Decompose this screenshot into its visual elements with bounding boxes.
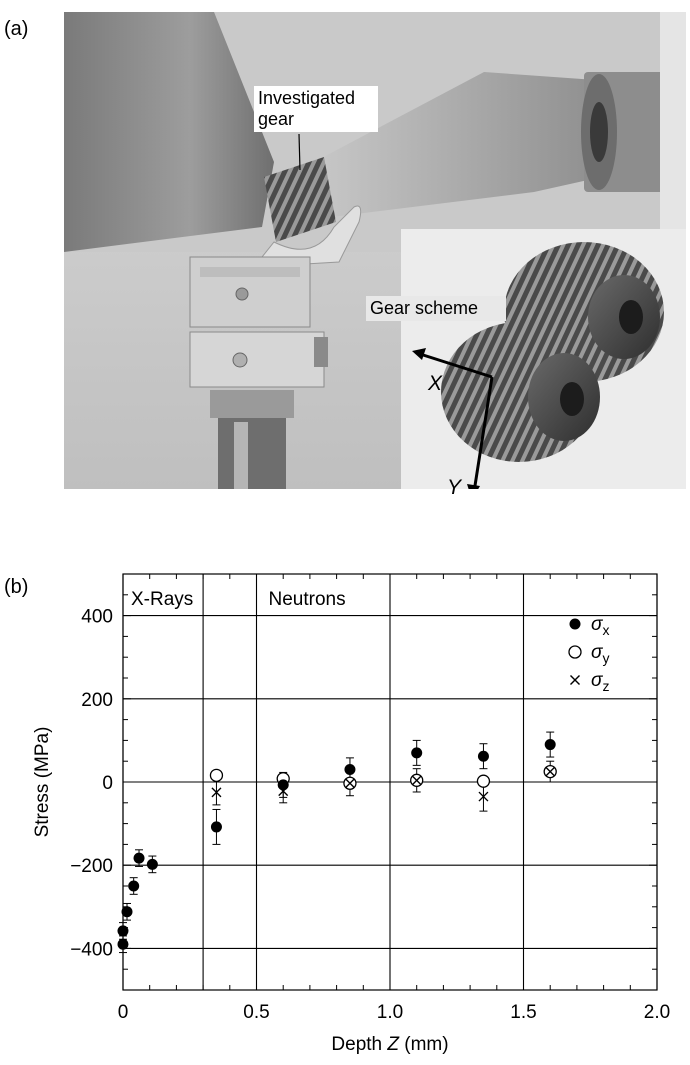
x-axis-title-suffix: (mm) <box>399 1034 449 1055</box>
chart-legend: σx σy σz <box>568 614 609 694</box>
left-collimator <box>64 12 274 252</box>
legend-label-sigma-z: σz <box>591 670 609 694</box>
point-sigma-z <box>344 778 355 789</box>
y-tick-label: 200 <box>81 690 113 711</box>
point-sigma-x <box>544 739 556 751</box>
point-sigma-z <box>411 775 422 786</box>
region-label-neutrons: Neutrons <box>269 589 346 610</box>
y-tick-label: −200 <box>70 856 113 877</box>
point-sigma-x <box>344 764 356 776</box>
legend-subscript: y <box>602 650 609 666</box>
x-tick-label: 2.0 <box>644 1002 670 1023</box>
axis-ticks: 400 200 0 −200 −400 0 0.5 1.0 1.5 2.0 <box>70 573 670 1023</box>
photo-illustration <box>64 12 686 489</box>
point-sigma-z-stroke <box>545 766 556 777</box>
point-sigma-z-stroke <box>478 791 489 802</box>
legend-marker-sigma-z <box>570 675 580 685</box>
y-tick-label: 400 <box>81 607 113 628</box>
legend-subscript: z <box>602 678 609 694</box>
point-sigma-x <box>477 750 489 762</box>
point-sigma-x <box>146 858 158 870</box>
point-sigma-x <box>128 880 140 892</box>
point-sigma-z-stroke <box>211 787 222 798</box>
y-tick-label: 0 <box>102 773 113 794</box>
point-sigma-z <box>211 787 222 798</box>
legend-marker-sigma-y <box>568 645 582 659</box>
region-label-xrays: X-Rays <box>131 589 193 610</box>
y-tick-label: −400 <box>70 939 113 960</box>
investigated-gear-callout: Investigated gear <box>254 86 378 132</box>
data-markers <box>117 731 557 954</box>
gear-scheme-callout: Gear scheme <box>366 296 506 321</box>
legend-subscript: x <box>602 622 609 638</box>
legend-label-sigma-x: σx <box>591 614 609 638</box>
legend-marker-sigma-x <box>569 618 581 630</box>
x-tick-label: 1.5 <box>510 1002 536 1023</box>
point-sigma-x <box>117 925 129 937</box>
point-sigma-x <box>121 906 133 918</box>
grid-lines <box>122 574 658 990</box>
point-sigma-z-stroke <box>344 778 355 789</box>
point-sigma-x <box>210 821 222 833</box>
point-sigma-x <box>133 852 145 864</box>
x-tick-label: 0 <box>118 1002 129 1023</box>
gear-axis-y-label: Y <box>447 476 462 499</box>
stress-depth-chart: 400 200 0 −200 −400 0 0.5 1.0 1.5 2.0 σx σy σz X-Ra… <box>32 573 670 1055</box>
x-axis-title: Depth Z (mm) <box>331 1034 448 1055</box>
y-axis-title: Stress (MPa) <box>32 727 53 838</box>
point-sigma-x <box>277 779 289 791</box>
legend-label-sigma-y: σy <box>591 642 609 666</box>
x-axis-title-prefix: Depth <box>331 1034 387 1055</box>
legend-marker-sigma-z-stroke <box>570 675 580 685</box>
x-tick-label: 1.0 <box>377 1002 403 1023</box>
point-sigma-x <box>411 747 423 759</box>
investigated-gear <box>264 157 336 242</box>
gear-test-photo: Investigated gear Gear scheme X Y <box>64 12 686 499</box>
point-sigma-z <box>478 791 489 802</box>
right-collimator <box>314 72 624 217</box>
point-sigma-y <box>476 774 491 788</box>
gear-axis-x-label: X <box>428 372 443 395</box>
panel-a-label: (a) <box>4 18 29 40</box>
point-sigma-z-stroke <box>411 775 422 786</box>
x-tick-label: 0.5 <box>243 1002 269 1023</box>
x-axis-title-variable: Z <box>386 1034 400 1055</box>
point-sigma-z <box>545 766 556 777</box>
point-sigma-x <box>117 938 129 950</box>
point-sigma-y <box>209 768 224 782</box>
panel-b-label: (b) <box>4 576 29 598</box>
